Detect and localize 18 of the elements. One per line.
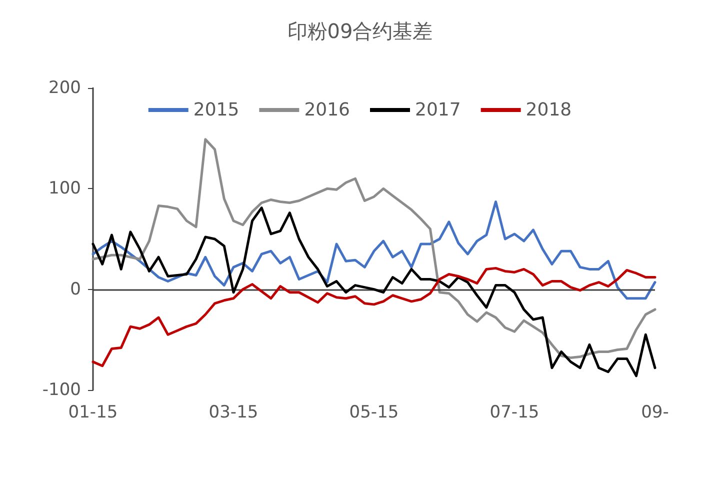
line-series (92, 200, 656, 300)
legend-label: 2018 (526, 100, 572, 120)
legend-label: 2017 (415, 100, 461, 120)
y-tick-label: 200 (48, 78, 81, 98)
line-series (92, 138, 656, 360)
legend-label: 2015 (193, 100, 240, 120)
x-tick-label: 09- (641, 402, 669, 422)
y-tick-label: 100 (48, 178, 81, 199)
line-series (92, 266, 656, 368)
y-tick-label: 0 (70, 279, 81, 300)
legend-label: 2016 (304, 100, 350, 120)
chart-title: 印粉09合约基差 (287, 19, 433, 43)
x-tick-label: 03-15 (208, 402, 258, 422)
x-tick-label: 07-15 (490, 402, 540, 422)
x-tick-label: 05-15 (349, 402, 399, 422)
x-tick-label: 01-15 (68, 402, 118, 422)
y-tick-label: -100 (42, 380, 81, 400)
line-series (92, 206, 656, 378)
